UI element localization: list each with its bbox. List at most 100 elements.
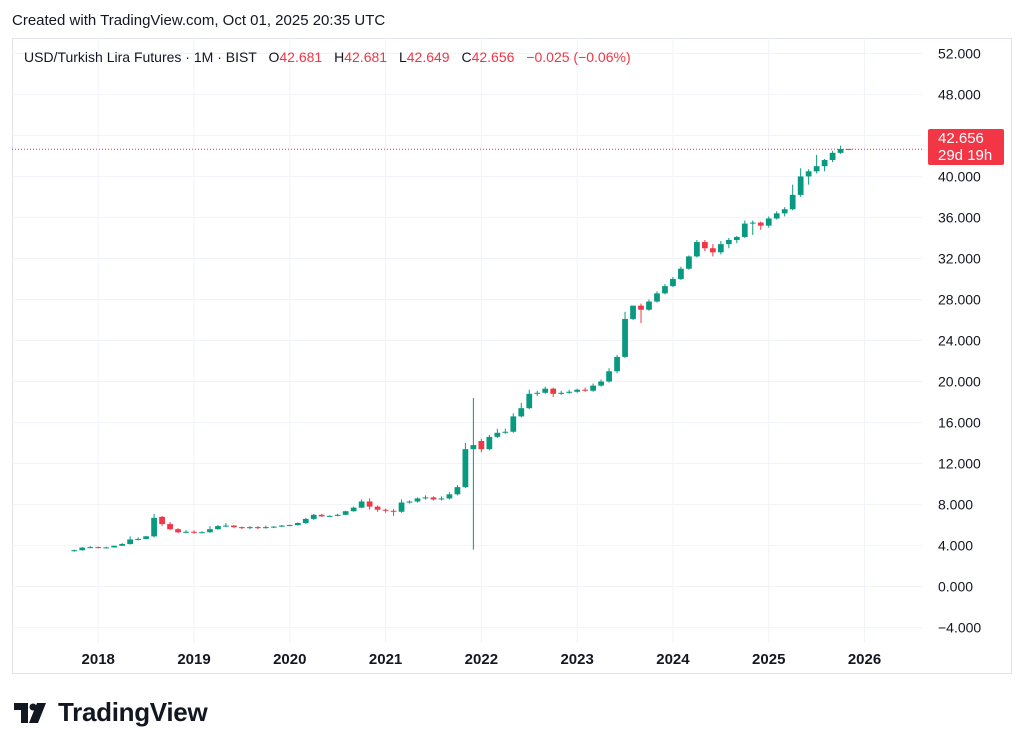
candle-body (614, 356, 620, 372)
candle (143, 535, 149, 540)
candle (813, 154, 820, 174)
candle (614, 354, 620, 374)
candle (725, 237, 732, 249)
candle (757, 221, 764, 230)
x-tick-label: 2020 (273, 651, 306, 668)
ohlc-change: −0.025 (−0.06%) (526, 49, 631, 65)
candle (470, 397, 477, 550)
candle (694, 240, 700, 258)
candle (215, 525, 221, 530)
candle (582, 387, 589, 392)
candle (223, 523, 229, 528)
candle-body (526, 393, 533, 409)
candle-body (358, 501, 365, 508)
candle-body (654, 293, 660, 302)
candle (167, 522, 173, 531)
candles (71, 145, 852, 552)
symbol-legend: USD/Turkish Lira Futures · 1M · BIST O42… (24, 49, 631, 65)
candle (175, 528, 181, 534)
candle-body (534, 392, 541, 394)
x-tick-label: 2019 (177, 651, 210, 668)
y-tick-label: 24.000 (938, 333, 981, 349)
candle-body (239, 527, 245, 529)
candle-body (694, 242, 700, 257)
candle (183, 530, 189, 534)
candle (638, 303, 644, 324)
candle (678, 266, 684, 280)
candle (239, 526, 245, 530)
candle (406, 500, 413, 504)
candle (135, 537, 141, 541)
candle (95, 546, 102, 549)
candle (103, 546, 110, 549)
candle (805, 169, 812, 185)
candle-body (805, 171, 812, 177)
candle-body (566, 391, 573, 393)
candle (526, 389, 533, 410)
candle (191, 530, 197, 534)
tradingview-logo-icon (14, 702, 46, 723)
candle-body (310, 514, 317, 519)
candle (398, 499, 405, 513)
last-price-tag: 42.656 29d 19h (928, 129, 1004, 165)
candle (438, 496, 445, 501)
candle-body (733, 236, 740, 241)
candle (199, 531, 205, 534)
x-axis[interactable]: 2018 2019 2020 2021 2022 2023 2024 2025 2026 (82, 651, 882, 668)
candle-body (686, 256, 692, 269)
price-chart[interactable]: 52.00048.00044.00040.00036.00032.00028.0… (0, 0, 1024, 680)
candle-body (550, 388, 557, 394)
candle-body (662, 286, 668, 294)
candle-body (151, 517, 157, 537)
candle-body (302, 518, 309, 524)
candle-body (622, 318, 628, 357)
candle (430, 496, 437, 501)
y-tick-label: 16.000 (938, 415, 981, 431)
candle-body (422, 497, 429, 499)
candle (749, 220, 756, 235)
candle-body (406, 501, 413, 503)
candle (318, 513, 325, 517)
candle-body (278, 525, 285, 527)
candle (422, 495, 429, 500)
candle (247, 526, 253, 530)
candle-body (183, 531, 189, 533)
candle-body (502, 431, 509, 433)
candle-body (231, 525, 237, 528)
candle (566, 389, 573, 394)
candle-body (191, 531, 197, 533)
candle-body (414, 498, 421, 502)
candle (270, 526, 277, 529)
candle-body (382, 509, 389, 511)
candle-body (167, 524, 173, 530)
candle-body (725, 240, 732, 245)
candle (630, 305, 636, 320)
candle (358, 499, 365, 509)
candle-body (135, 538, 141, 540)
candle-body (510, 416, 517, 432)
candle (558, 390, 565, 395)
candle (789, 184, 796, 211)
last-price-value: 42.656 (938, 130, 984, 147)
y-axis[interactable]: 52.00048.00044.00040.00036.00032.00028.0… (938, 45, 981, 635)
chart-frame[interactable] (12, 38, 1012, 674)
candle-body (270, 526, 277, 528)
candle (502, 428, 509, 434)
candle-body (574, 389, 581, 392)
candle-body (821, 160, 828, 167)
candle (646, 299, 652, 311)
tradingview-brand[interactable]: TradingView (14, 697, 208, 728)
y-tick-label: 32.000 (938, 250, 981, 266)
candle-body (606, 371, 612, 382)
candle (590, 383, 596, 392)
candle (446, 492, 453, 500)
candle (119, 543, 126, 547)
candle-body (765, 218, 772, 226)
candle (686, 255, 692, 270)
candle (71, 549, 78, 552)
candle (662, 284, 668, 295)
candle-body (95, 547, 102, 549)
candle-body (829, 152, 836, 161)
candle (622, 311, 628, 358)
candle-body (87, 547, 94, 549)
